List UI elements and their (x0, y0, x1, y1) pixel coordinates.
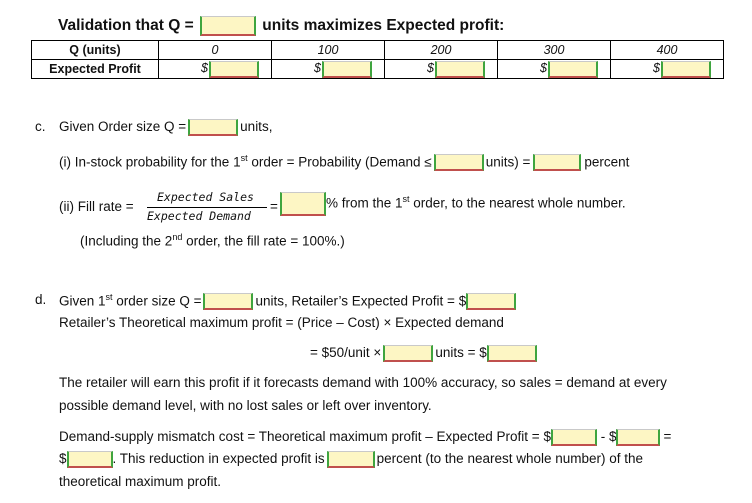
profit-input-100[interactable] (322, 61, 372, 78)
text: (Including the 2 (80, 233, 173, 249)
currency-sign: $ (427, 61, 434, 75)
row-header-profit: Expected Profit (31, 59, 159, 79)
superscript: st (105, 292, 113, 302)
part-c-line1: Given Order size Q = units, (59, 119, 272, 136)
para1-line-b: possible demand level, with no lost sale… (59, 398, 432, 413)
q-value-400: 400 (610, 40, 724, 60)
currency-sign: $ (653, 61, 660, 75)
profit-input-400[interactable] (661, 61, 711, 78)
text: = $50/unit × (310, 345, 382, 361)
order-size-input-d[interactable] (203, 293, 254, 311)
q-value-300: 300 (497, 40, 611, 60)
part-d-letter: d. (35, 292, 47, 307)
q-optimal-input[interactable] (199, 16, 256, 36)
profit-input-300[interactable] (548, 61, 598, 78)
profit-cell-300: $ (497, 59, 611, 79)
demand-threshold-input[interactable] (433, 154, 484, 172)
text: Given Order size Q = (59, 119, 187, 135)
mismatch-cost-input[interactable] (66, 451, 113, 468)
text: percent (584, 154, 630, 170)
superscript: st (402, 194, 410, 205)
text: order = Probability (Demand ≤ (247, 154, 432, 170)
text: order size Q = (112, 293, 202, 309)
fraction-denominator: Expected Demand (147, 209, 251, 223)
expected-demand-input[interactable] (383, 345, 434, 362)
table-row-q: Q (units) 0 100 200 300 400 (31, 40, 724, 60)
q-value-200: 200 (384, 40, 498, 60)
text: Given 1 (59, 293, 106, 309)
part-c-letter: c. (35, 119, 46, 134)
profit-input-0[interactable] (209, 61, 259, 78)
fraction-bar (147, 207, 267, 208)
text: units, (240, 119, 273, 135)
fraction-numerator: Expected Sales (157, 190, 254, 204)
text: order, to the nearest whole number. (409, 195, 626, 211)
table-row-profit: Expected Profit $ $ $ $ $ (31, 59, 724, 79)
validation-table: Q (units) 0 100 200 300 400 Expected Pro… (31, 40, 724, 79)
text: units) = (485, 154, 531, 170)
mismatch-expected-profit-input[interactable] (616, 429, 661, 446)
title-prefix: Validation that Q = (58, 17, 194, 35)
profit-cell-400: $ (610, 59, 724, 79)
currency-sign: $ (540, 61, 547, 75)
part-c-line4: (Including the 2nd order, the fill rate … (80, 232, 345, 249)
validation-title: Validation that Q = units maximizes Expe… (58, 16, 504, 36)
text: % from the 1 (326, 195, 403, 211)
para2-line-c: theoretical maximum profit. (59, 474, 222, 489)
text: percent (to the nearest whole number) of… (376, 451, 644, 467)
currency-sign: $ (314, 61, 321, 75)
text: . This reduction in expected profit is (112, 451, 325, 467)
fill-rate-input[interactable] (280, 192, 326, 216)
reduction-percent-input[interactable] (326, 451, 375, 468)
part-c-line3: % from the 1st order, to the nearest who… (280, 192, 626, 216)
mismatch-max-profit-input[interactable] (550, 429, 597, 446)
q-value-100: 100 (271, 40, 385, 60)
part-c-line2: (i) In-stock probability for the 1st ord… (59, 153, 630, 172)
in-stock-probability-input[interactable] (533, 154, 582, 172)
profit-cell-200: $ (384, 59, 498, 79)
text: order, the fill rate = 100%.) (182, 233, 345, 249)
profit-cell-100: $ (271, 59, 385, 79)
order-size-input-c[interactable] (188, 119, 239, 136)
q-value-0: 0 (158, 40, 272, 60)
text: = (663, 429, 672, 445)
para2-line-b: $ . This reduction in expected profit is p… (59, 451, 643, 468)
max-profit-input[interactable] (486, 345, 537, 362)
text: Demand-supply mismatch cost = Theoretica… (59, 429, 551, 445)
part-d-line2: Retailer’s Theoretical maximum profit = … (59, 315, 504, 330)
part-d-line1: Given 1st order size Q = units, Retailer’… (59, 292, 517, 311)
profit-cell-0: $ (158, 59, 272, 79)
para2-line-a: Demand-supply mismatch cost = Theoretica… (59, 429, 671, 446)
fill-rate-equals: = (270, 199, 278, 214)
text: units = $ (435, 345, 487, 361)
text: - $ (596, 429, 617, 445)
fill-rate-label: (ii) Fill rate = (59, 199, 134, 214)
text: (i) In-stock probability for the 1 (59, 154, 241, 170)
superscript: nd (172, 232, 183, 242)
para1-line-a: The retailer will earn this profit if it… (59, 375, 667, 390)
currency-sign: $ (201, 61, 208, 75)
profit-input-200[interactable] (435, 61, 485, 78)
text: $ (59, 451, 67, 467)
part-d-line3: = $50/unit × units = $ (310, 345, 537, 362)
expected-profit-input[interactable] (466, 293, 517, 311)
text: units, Retailer’s Expected Profit = $ (255, 293, 467, 309)
title-suffix: units maximizes Expected profit: (262, 17, 505, 35)
row-header-q: Q (units) (31, 40, 159, 60)
superscript: st (240, 153, 248, 163)
